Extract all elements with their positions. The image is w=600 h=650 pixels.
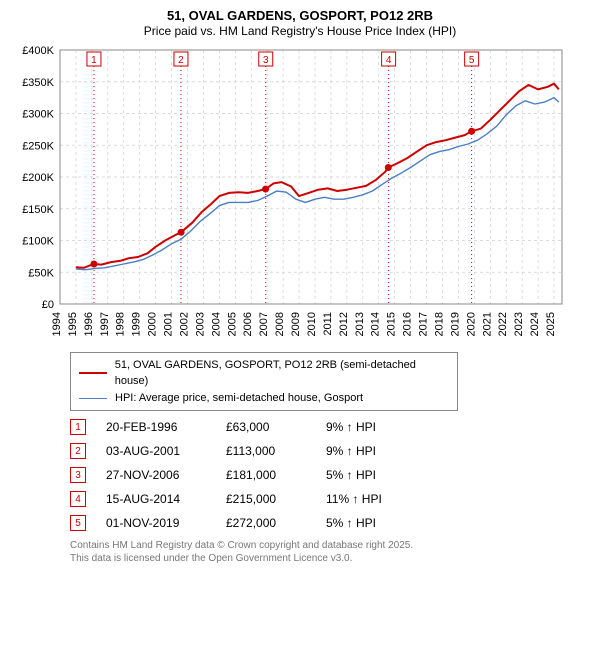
svg-text:2019: 2019: [449, 312, 461, 336]
svg-text:2003: 2003: [194, 312, 206, 336]
svg-text:2011: 2011: [322, 312, 334, 336]
svg-text:2000: 2000: [147, 312, 159, 336]
event-price: £63,000: [226, 420, 326, 434]
legend: 51, OVAL GARDENS, GOSPORT, PO12 2RB (sem…: [70, 352, 458, 412]
svg-text:5: 5: [469, 55, 475, 66]
svg-text:2018: 2018: [433, 312, 445, 336]
chart-subtitle: Price paid vs. HM Land Registry's House …: [10, 24, 590, 38]
svg-text:2001: 2001: [163, 312, 175, 336]
svg-text:2010: 2010: [306, 312, 318, 336]
svg-text:2007: 2007: [258, 312, 270, 336]
footer-line-2: This data is licensed under the Open Gov…: [70, 552, 590, 565]
svg-text:£200K: £200K: [22, 172, 54, 184]
svg-text:£400K: £400K: [22, 45, 54, 57]
svg-text:1994: 1994: [51, 312, 63, 336]
event-date: 20-FEB-1996: [106, 420, 226, 434]
svg-text:£0: £0: [42, 299, 54, 311]
svg-text:2012: 2012: [338, 312, 350, 336]
event-price: £181,000: [226, 468, 326, 482]
svg-text:2005: 2005: [226, 312, 238, 336]
event-pct: 5% ↑ HPI: [326, 516, 436, 530]
svg-text:£150K: £150K: [22, 204, 54, 216]
legend-label: HPI: Average price, semi-detached house,…: [115, 390, 363, 407]
svg-text:1: 1: [91, 55, 97, 66]
event-date: 27-NOV-2006: [106, 468, 226, 482]
svg-text:1999: 1999: [131, 312, 143, 336]
svg-text:3: 3: [263, 55, 269, 66]
event-marker-box: 4: [70, 491, 86, 507]
event-date: 01-NOV-2019: [106, 516, 226, 530]
event-date: 15-AUG-2014: [106, 492, 226, 506]
svg-text:2014: 2014: [370, 312, 382, 336]
svg-text:£100K: £100K: [22, 235, 54, 247]
footer-attribution: Contains HM Land Registry data © Crown c…: [70, 539, 590, 565]
svg-text:1998: 1998: [115, 312, 127, 336]
event-marker-box: 5: [70, 515, 86, 531]
svg-text:2025: 2025: [545, 312, 557, 336]
event-pct: 9% ↑ HPI: [326, 420, 436, 434]
svg-text:2006: 2006: [242, 312, 254, 336]
event-pct: 9% ↑ HPI: [326, 444, 436, 458]
svg-text:2017: 2017: [418, 312, 430, 336]
svg-text:2008: 2008: [274, 312, 286, 336]
svg-text:4: 4: [386, 55, 392, 66]
line-chart: £0 £50K £100K £150K £200K £250K £300K £350K £400…: [10, 44, 570, 344]
footer-line-1: Contains HM Land Registry data © Crown c…: [70, 539, 590, 552]
event-marker-box: 1: [70, 419, 86, 435]
svg-text:£300K: £300K: [22, 108, 54, 120]
svg-text:1997: 1997: [99, 312, 111, 336]
event-row: 3 27-NOV-2006£181,0005% ↑ HPI: [70, 467, 590, 483]
event-marker-box: 3: [70, 467, 86, 483]
event-price: £272,000: [226, 516, 326, 530]
legend-row: HPI: Average price, semi-detached house,…: [79, 390, 449, 407]
legend-label: 51, OVAL GARDENS, GOSPORT, PO12 2RB (sem…: [115, 357, 449, 390]
legend-row: 51, OVAL GARDENS, GOSPORT, PO12 2RB (sem…: [79, 357, 449, 390]
chart-area: £0 £50K £100K £150K £200K £250K £300K £350K £400…: [10, 44, 590, 344]
svg-text:2016: 2016: [402, 312, 414, 336]
event-pct: 11% ↑ HPI: [326, 492, 436, 506]
svg-text:2004: 2004: [210, 312, 222, 336]
svg-text:£50K: £50K: [28, 267, 54, 279]
svg-text:2002: 2002: [178, 312, 190, 336]
svg-text:1995: 1995: [67, 312, 79, 336]
event-row: 1 20-FEB-1996£63,0009% ↑ HPI: [70, 419, 590, 435]
chart-title: 51, OVAL GARDENS, GOSPORT, PO12 2RB: [10, 8, 590, 24]
event-table: 120-FEB-1996£63,0009% ↑ HPI203-AUG-2001£…: [70, 419, 590, 531]
event-row: 2 03-AUG-2001£113,0009% ↑ HPI: [70, 443, 590, 459]
event-row: 4 15-AUG-2014£215,00011% ↑ HPI: [70, 491, 590, 507]
event-pct: 5% ↑ HPI: [326, 468, 436, 482]
event-date: 03-AUG-2001: [106, 444, 226, 458]
svg-text:1996: 1996: [83, 312, 95, 336]
svg-text:2009: 2009: [290, 312, 302, 336]
svg-text:£250K: £250K: [22, 140, 54, 152]
svg-text:2: 2: [178, 55, 184, 66]
svg-text:2021: 2021: [481, 312, 493, 336]
svg-text:2022: 2022: [497, 312, 509, 336]
svg-text:2024: 2024: [529, 312, 541, 336]
svg-text:2020: 2020: [465, 312, 477, 336]
event-price: £215,000: [226, 492, 326, 506]
svg-text:2023: 2023: [513, 312, 525, 336]
event-marker-box: 2: [70, 443, 86, 459]
svg-text:2015: 2015: [386, 312, 398, 336]
event-row: 5 01-NOV-2019£272,0005% ↑ HPI: [70, 515, 590, 531]
event-price: £113,000: [226, 444, 326, 458]
legend-swatch: [79, 372, 107, 374]
svg-text:£350K: £350K: [22, 77, 54, 89]
legend-swatch: [79, 398, 107, 399]
svg-text:2013: 2013: [354, 312, 366, 336]
